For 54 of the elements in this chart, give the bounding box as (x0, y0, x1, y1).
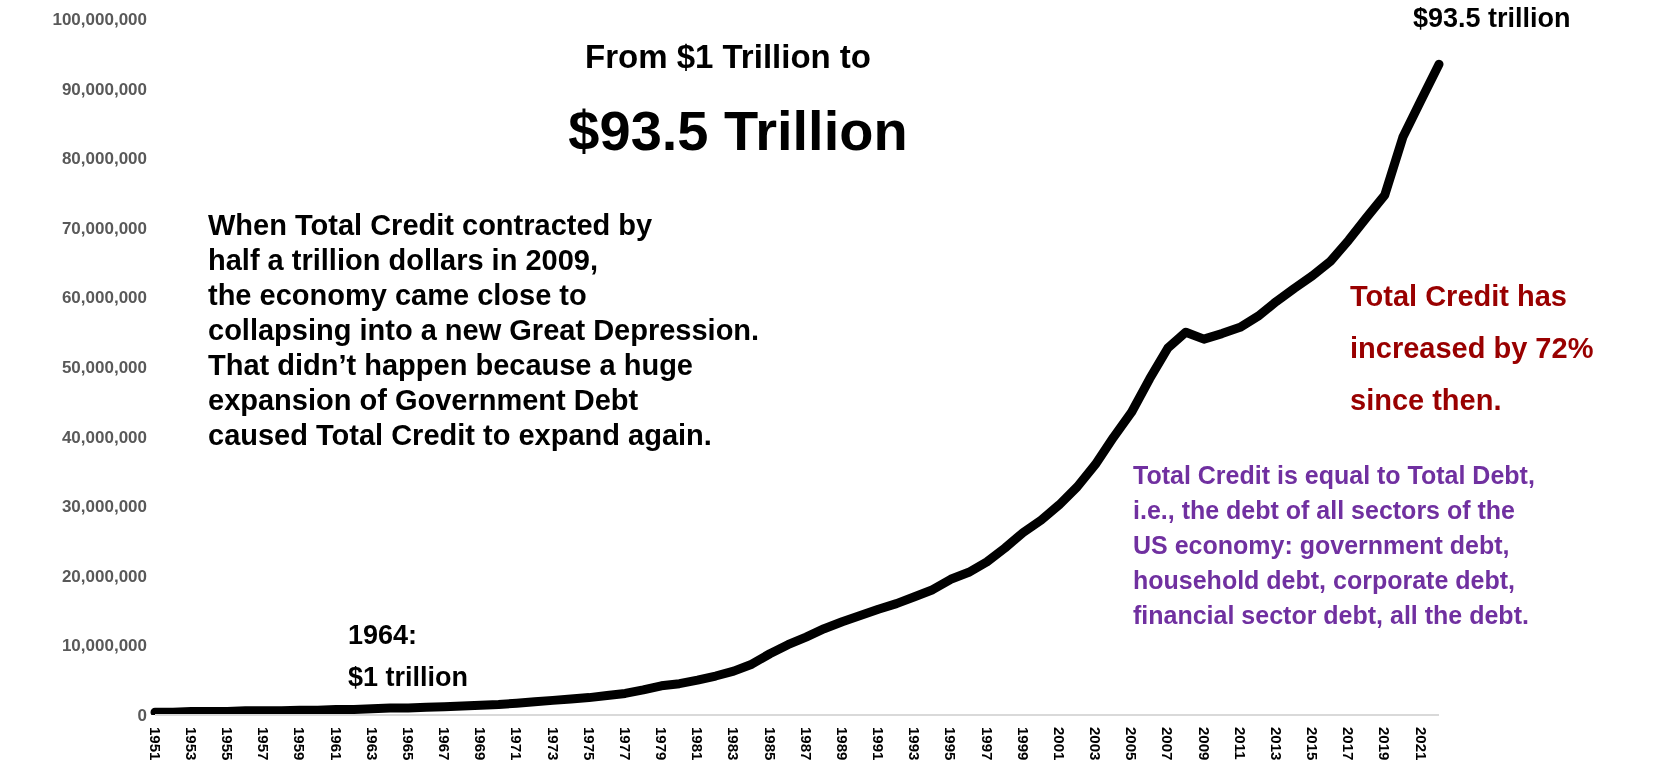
x-tick-label: 1997 (978, 727, 996, 761)
x-tick-label: 2003 (1087, 727, 1105, 761)
annotation: When Total Credit contracted by half a trillion dollars in 2009, the economy came close to collapsing into a new Great Depression. That didn’t happen because a huge expansion of Government Debt caused Total Credit to expand again. (208, 208, 760, 453)
x-tick-label: 1995 (942, 727, 960, 761)
text: From $1 Trillion to (584, 38, 872, 76)
annotation: 1964: $1 trillion (348, 619, 469, 694)
text: $93.5 Trillion (567, 98, 909, 163)
x-tick-label: 2009 (1195, 727, 1213, 761)
x-tick-label: 1961 (327, 727, 345, 761)
y-tick-label: 60,000,000 (61, 288, 147, 308)
x-tick-label: 1985 (761, 727, 779, 761)
annotation: Total Credit has increased by 72% since then. (1350, 279, 1594, 418)
x-tick-label: 1977 (616, 727, 634, 761)
x-tick-label: 1953 (182, 727, 200, 761)
x-tick-label: 2001 (1050, 727, 1068, 761)
x-tick-label: 1999 (1014, 727, 1032, 761)
x-tick-label: 1987 (797, 727, 815, 761)
y-tick-label: 70,000,000 (61, 218, 147, 238)
x-tick-label: 2015 (1304, 727, 1322, 761)
x-tick-label: 1967 (436, 727, 454, 761)
x-tick-label: 1965 (399, 727, 417, 761)
x-tick-label: 1971 (508, 727, 526, 761)
x-tick-label: 1983 (725, 727, 743, 761)
x-tick-label: 2011 (1231, 727, 1249, 760)
x-tick-label: 1959 (291, 727, 309, 761)
y-tick-label: 40,000,000 (61, 427, 147, 447)
x-tick-label: 1955 (219, 727, 237, 761)
y-tick-label: 30,000,000 (61, 497, 147, 517)
y-tick-label: 10,000,000 (61, 636, 147, 656)
x-tick-label: 1973 (544, 727, 562, 761)
y-tick-label: 0 (137, 706, 147, 726)
x-tick-label: 1951 (146, 727, 164, 761)
x-tick-label: 1969 (472, 727, 490, 761)
x-tick-label: 1991 (870, 727, 888, 761)
annotation: Total Credit is equal to Total Debt, i.e., the debt of all sectors of the US economy: government debt, household debt, corporate debt, financial sector debt, all the debt. (1133, 460, 1535, 631)
x-tick-label: 2013 (1267, 727, 1285, 761)
y-tick-label: 50,000,000 (61, 358, 147, 378)
x-tick-label: 2021 (1412, 727, 1430, 761)
annotation: $93.5 trillion (1413, 2, 1571, 35)
y-tick-label: 20,000,000 (61, 566, 147, 586)
x-tick-label: 2005 (1123, 727, 1141, 761)
x-tick-label: 2019 (1376, 727, 1394, 761)
x-tick-label: 2017 (1340, 727, 1358, 761)
y-tick-label: 100,000,000 (52, 10, 147, 30)
x-tick-label: 1981 (689, 727, 707, 761)
x-tick-label: 1957 (255, 727, 273, 761)
x-tick-label: 2007 (1159, 727, 1177, 761)
x-tick-label: 1993 (906, 727, 924, 761)
y-tick-label: 80,000,000 (61, 149, 147, 169)
y-tick-label: 90,000,000 (61, 79, 147, 99)
x-tick-label: 1989 (833, 727, 851, 761)
x-tick-label: 1963 (363, 727, 381, 761)
x-tick-label: 1979 (653, 727, 671, 761)
x-tick-label: 1975 (580, 727, 598, 761)
